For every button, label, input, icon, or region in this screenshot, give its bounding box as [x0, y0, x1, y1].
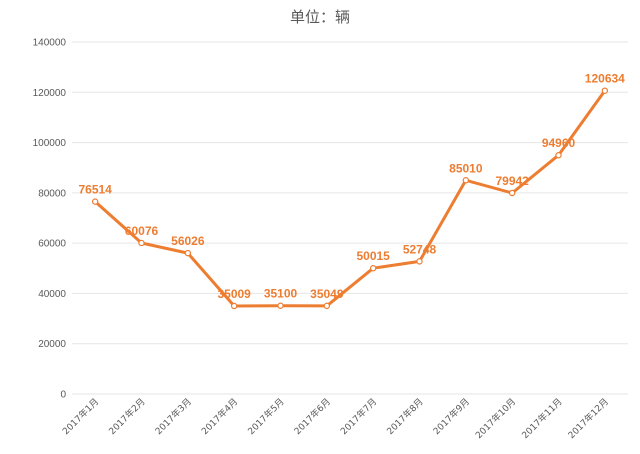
data-label: 76514 — [78, 183, 112, 197]
data-label: 85010 — [449, 161, 483, 175]
data-label: 79942 — [495, 174, 529, 188]
x-tick-label: 2017年5月 — [245, 396, 286, 437]
data-label: 50015 — [356, 249, 390, 263]
data-point — [323, 302, 331, 310]
y-axis: 0 20000 40000 60000 80000 100000 120000 140000 — [33, 38, 67, 401]
data-point — [601, 87, 609, 94]
data-point — [369, 265, 377, 272]
x-tick-label: 2017年8月 — [384, 396, 425, 437]
x-tick-label: 2017年1月 — [60, 396, 101, 437]
y-tick-label: 40000 — [38, 289, 66, 300]
x-axis: 2017年1月 2017年2月 2017年3月 2017年4月 2017年5月 2017年… — [60, 396, 611, 442]
y-tick-label: 140000 — [33, 38, 67, 49]
chart-title: 单位：辆 — [290, 8, 350, 26]
y-tick-label: 80000 — [38, 188, 66, 199]
x-tick-label: 2017年3月 — [152, 396, 193, 437]
data-label: 56026 — [171, 234, 205, 248]
y-tick-label: 120000 — [33, 88, 67, 99]
data-labels: 76514 60076 56026 35009 35100 35049 50015 52748… — [78, 72, 625, 301]
data-label: 94960 — [542, 136, 576, 150]
data-point — [462, 177, 470, 184]
data-point — [555, 152, 562, 159]
data-point — [416, 258, 423, 265]
series-line — [93, 89, 607, 308]
x-tick-label: 2017年9月 — [430, 396, 471, 437]
x-tick-label: 2017年10月 — [473, 396, 519, 442]
data-label: 120634 — [585, 72, 625, 86]
data-point — [277, 302, 284, 309]
y-tick-label: 20000 — [38, 339, 66, 350]
data-label: 52748 — [403, 242, 437, 256]
data-label: 35100 — [264, 287, 298, 301]
data-label: 35049 — [310, 287, 344, 301]
data-point — [230, 302, 238, 310]
y-tick-label: 0 — [60, 390, 66, 401]
x-tick-label: 2017年11月 — [519, 396, 565, 442]
gridlines — [72, 41, 628, 395]
data-point — [138, 239, 145, 247]
data-point — [508, 189, 516, 197]
x-tick-label: 2017年6月 — [291, 396, 332, 437]
x-tick-label: 2017年2月 — [106, 396, 147, 437]
x-tick-label: 2017年7月 — [338, 396, 379, 437]
data-points — [91, 87, 609, 310]
x-tick-label: 2017年12月 — [565, 396, 611, 442]
data-point — [91, 198, 99, 205]
y-tick-label: 60000 — [38, 239, 66, 250]
data-label: 60076 — [125, 224, 159, 238]
data-point — [184, 249, 192, 257]
data-label: 35009 — [217, 287, 251, 301]
x-tick-label: 2017年4月 — [199, 396, 240, 437]
y-tick-label: 100000 — [33, 138, 67, 149]
